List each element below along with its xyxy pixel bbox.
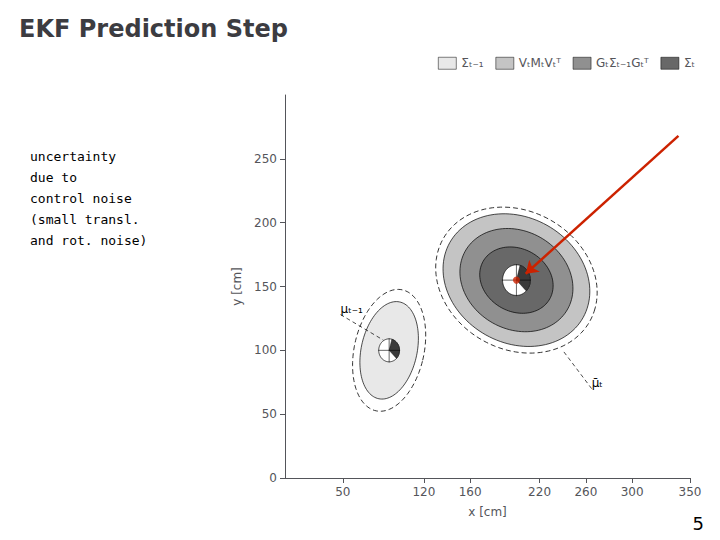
svg-text:y [cm]: y [cm] — [230, 267, 244, 306]
svg-text:control noise: control noise — [30, 191, 132, 206]
svg-text:5: 5 — [693, 513, 704, 534]
svg-text:x [cm]: x [cm] — [468, 505, 507, 519]
svg-text:due to: due to — [30, 170, 77, 185]
svg-text:uncertainty: uncertainty — [30, 149, 116, 164]
svg-text:50: 50 — [335, 485, 350, 499]
svg-text:and rot. noise): and rot. noise) — [30, 233, 147, 248]
svg-text:260: 260 — [574, 485, 597, 499]
svg-text:300: 300 — [621, 485, 644, 499]
svg-text:200: 200 — [254, 216, 277, 230]
svg-text:GₜΣₜ₋₁Gₜᵀ: GₜΣₜ₋₁Gₜᵀ — [596, 56, 649, 70]
svg-text:150: 150 — [254, 280, 277, 294]
svg-text:0: 0 — [269, 471, 277, 485]
svg-text:100: 100 — [254, 343, 277, 357]
svg-text:220: 220 — [528, 485, 551, 499]
svg-text:350: 350 — [679, 485, 702, 499]
svg-text:μₜ₋₁: μₜ₋₁ — [341, 302, 364, 316]
svg-text:μ̄ₜ: μ̄ₜ — [592, 376, 603, 390]
svg-text:160: 160 — [459, 485, 482, 499]
svg-text:(small transl.: (small transl. — [30, 212, 140, 227]
svg-text:50: 50 — [262, 407, 277, 421]
svg-text:Σ̄ₜ₋₁: Σ̄ₜ₋₁ — [461, 56, 483, 70]
svg-text:VₜMₜVₜᵀ: VₜMₜVₜᵀ — [519, 56, 561, 70]
svg-text:Σ̄ₜ: Σ̄ₜ — [684, 56, 695, 70]
svg-text:250: 250 — [254, 152, 277, 166]
svg-text:EKF Prediction Step: EKF Prediction Step — [19, 15, 288, 43]
svg-text:120: 120 — [412, 485, 435, 499]
